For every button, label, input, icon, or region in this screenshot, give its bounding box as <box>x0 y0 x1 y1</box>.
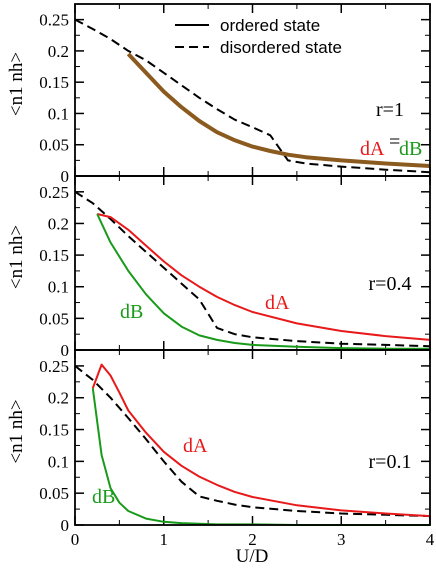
y-tick-label: 0.15 <box>39 73 69 92</box>
y-tick-label: 0.05 <box>39 484 69 503</box>
panel-2: 0 0.05 0.1 0.15 0.2 0.25 <n1 nh> r=0.4 dA dB <box>6 175 431 360</box>
panel-1: 0 0.05 0.1 0.15 0.2 0.25 <n1 nh> r=1 dA =dB <box>6 3 431 186</box>
y-tick-label: 0.1 <box>48 104 69 123</box>
series-line-disordered-state <box>74 18 431 174</box>
x-tick-label: 3 <box>337 530 346 549</box>
r-label: r=1 <box>376 99 404 121</box>
y-tick-label: 0.2 <box>48 42 69 61</box>
series-line-disordered-state <box>74 190 431 348</box>
annotation-dB: dB <box>399 138 422 160</box>
y-tick-label: 0 <box>61 516 70 535</box>
y-tick-label: 0.1 <box>48 452 69 471</box>
x-tick-label: 2 <box>248 530 257 549</box>
r-label: r=0.4 <box>369 273 412 295</box>
r-label: r=0.1 <box>369 451 412 473</box>
y-tick-label: 0.15 <box>39 421 69 440</box>
annotation-dB: dB <box>120 301 143 323</box>
y-axis-title: <n1 nh> <box>6 52 27 116</box>
series-line-da <box>91 363 431 518</box>
series-line-ordered-state-da-db- <box>126 52 431 168</box>
y-axis-title: <n1 nh> <box>6 225 27 289</box>
x-axis-title: U/D <box>236 546 269 567</box>
y-tick-label: 0.25 <box>39 11 69 30</box>
panel-frame <box>74 175 431 351</box>
y-tick-label: 0 <box>61 167 70 186</box>
y-axis-title: <n1 nh> <box>6 399 27 463</box>
y-tick-label: 0.25 <box>39 357 69 376</box>
panel-3: 0 0.05 0.1 0.15 0.2 0.25 <n1 nh> r=0.1 dA dB <box>6 349 431 535</box>
y-tick-label: 0.2 <box>48 389 69 408</box>
x-tick-label: 1 <box>160 530 169 549</box>
legend-label-disordered: disordered state <box>220 38 342 57</box>
legend: ordered state disordered state <box>175 16 342 57</box>
x-tick-label: 0 <box>71 530 80 549</box>
y-tick-label: 0.05 <box>39 136 69 155</box>
panel-frame <box>74 349 431 526</box>
series-line-da <box>96 213 431 341</box>
annotation-equals: = <box>389 131 400 153</box>
y-tick-label: 0.25 <box>39 183 69 202</box>
series-line-db <box>96 213 430 350</box>
y-tick-label: 0.05 <box>39 309 69 328</box>
legend-label-ordered: ordered state <box>220 16 320 35</box>
annotation-dA: dA <box>183 435 208 457</box>
annotation-dA: dA <box>360 138 385 160</box>
annotation-dB: dB <box>92 486 115 508</box>
panels-layer: 00.050.10.150.20.25<n1 nh> r=1dA =dB00.050… <box>6 3 435 549</box>
y-tick-label: 0.2 <box>48 214 69 233</box>
y-tick-label: 0.15 <box>39 246 69 265</box>
annotation-dA: dA <box>265 292 290 314</box>
y-tick-label: 0.1 <box>48 278 69 297</box>
series-line-disordered-state <box>74 365 431 518</box>
x-tick-label: 4 <box>426 530 435 549</box>
y-tick-label: 0 <box>61 341 70 360</box>
